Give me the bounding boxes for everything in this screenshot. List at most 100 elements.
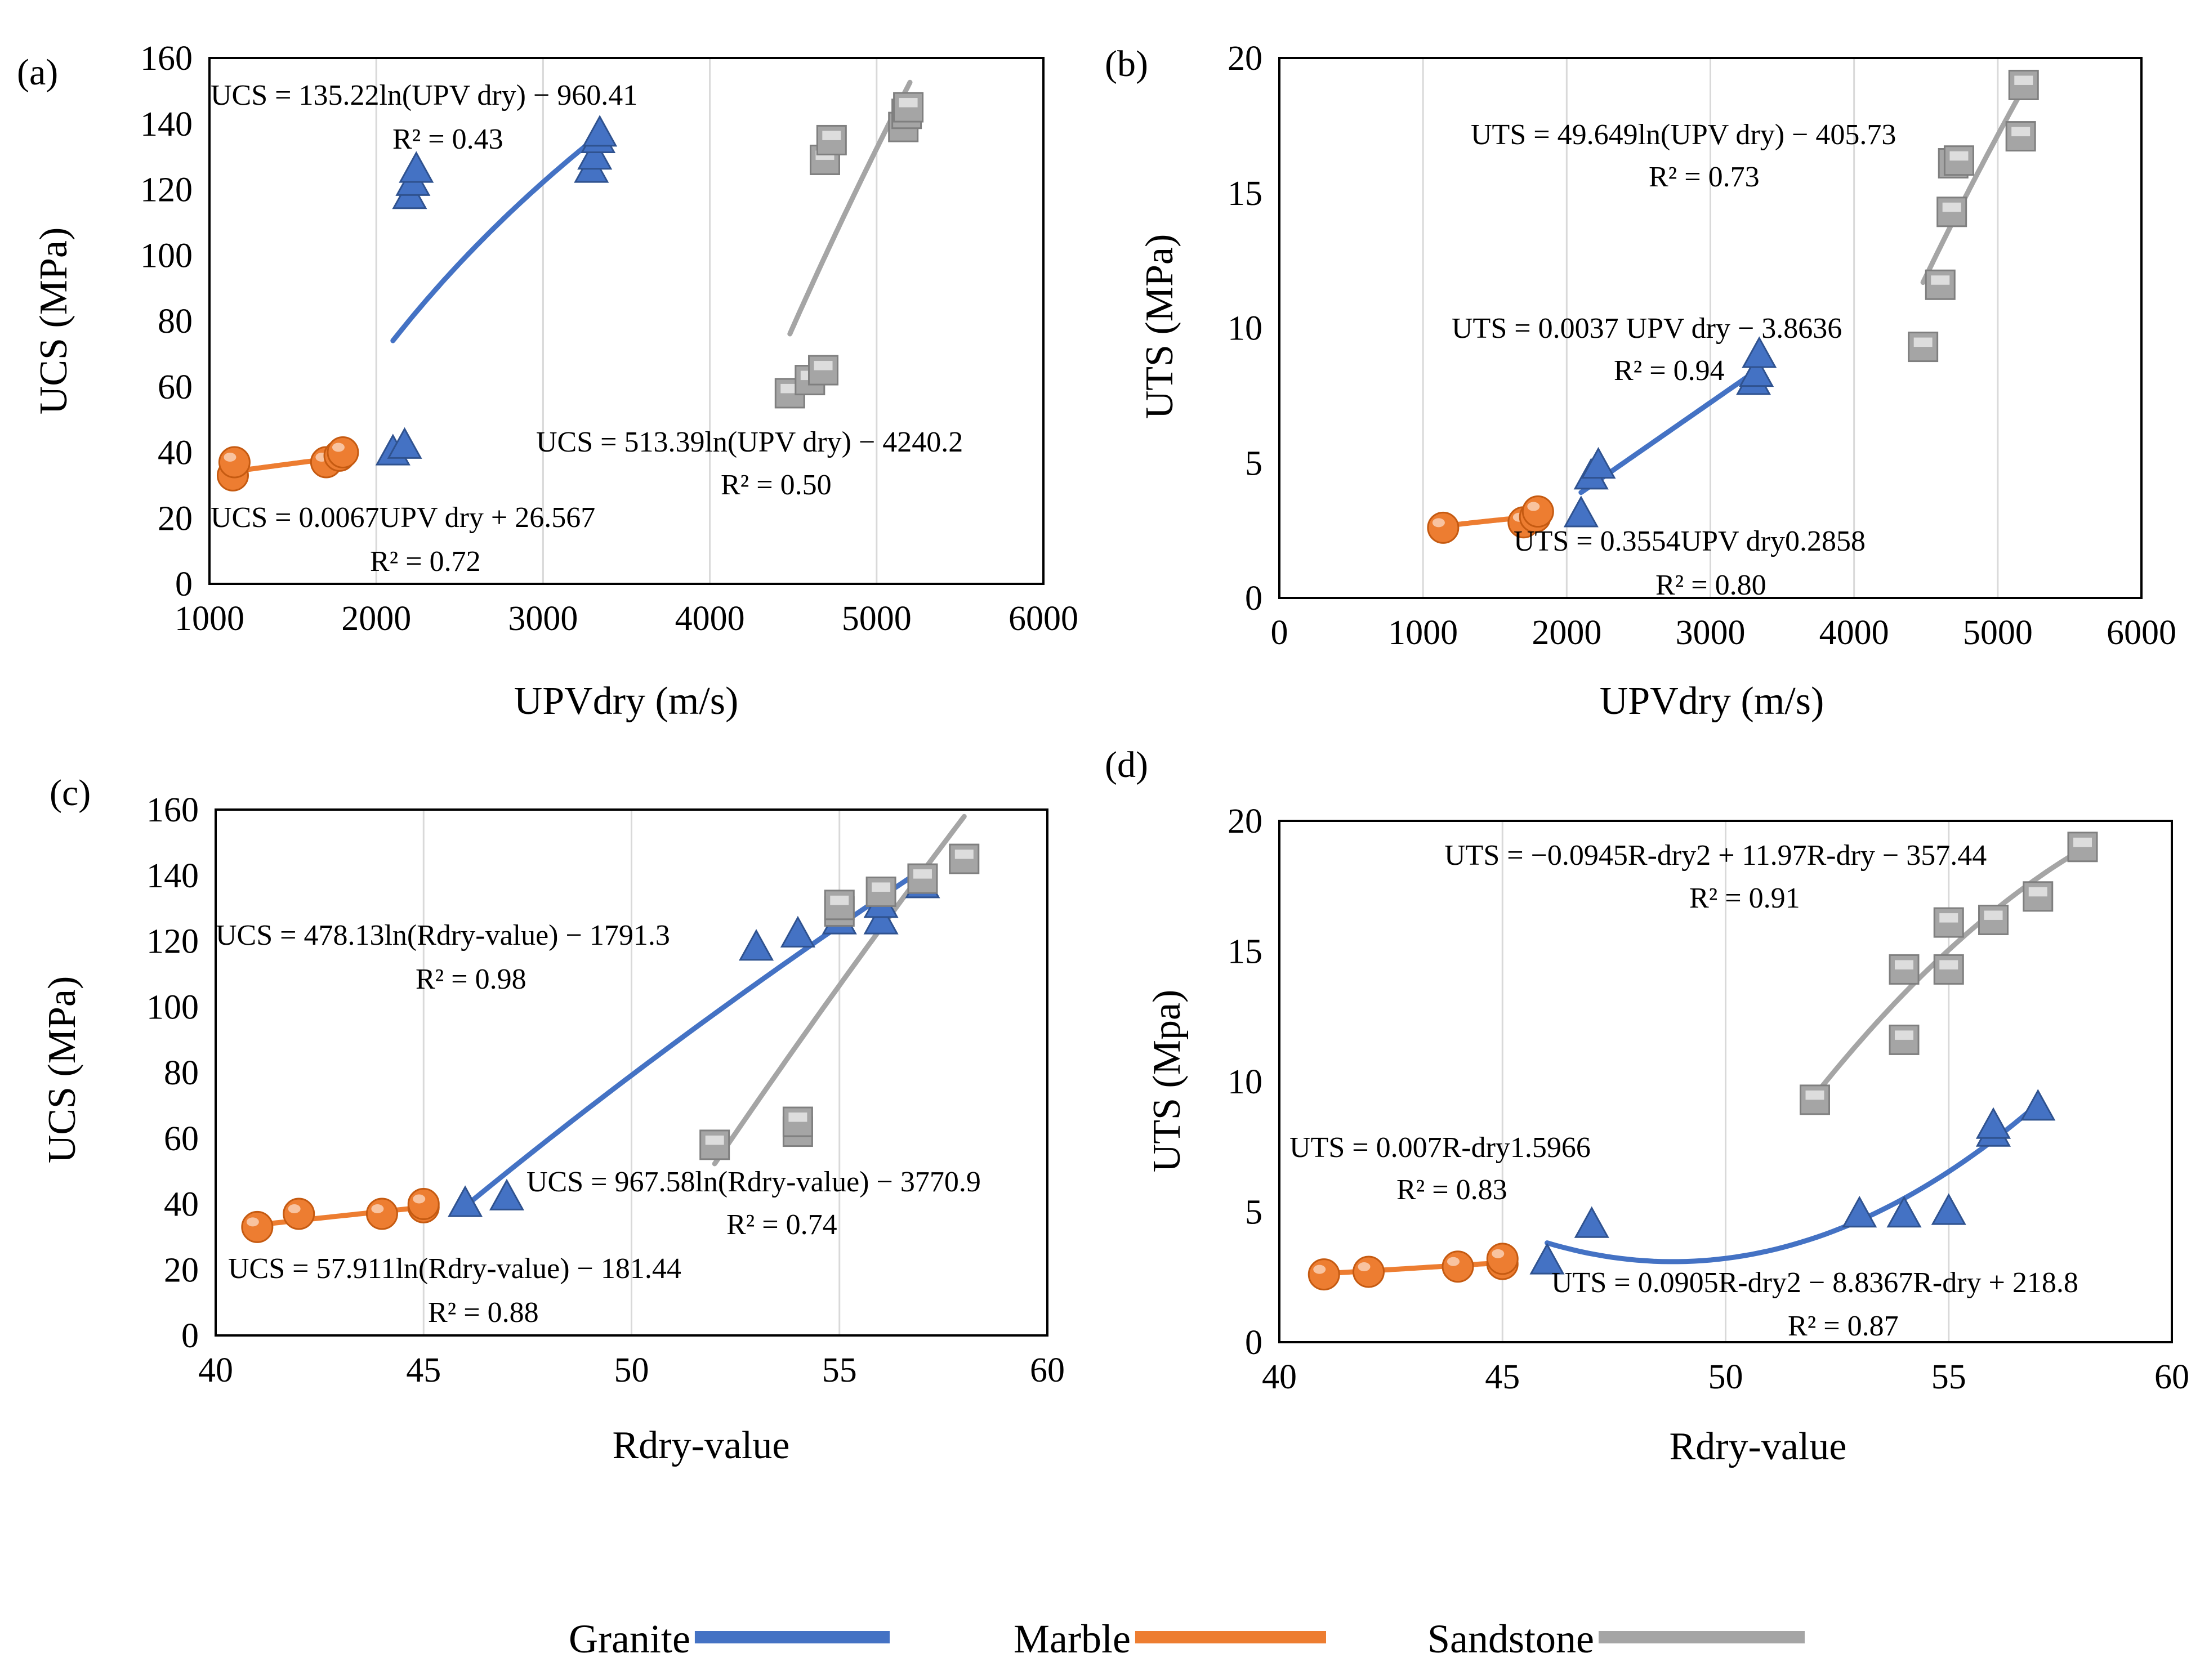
r-squared-label: R² = 0.88 — [428, 1297, 539, 1329]
x-tick-label: 55 — [822, 1351, 857, 1389]
equation-label: UCS = 0.0067UPV dry + 26.567 — [211, 502, 595, 534]
sandstone-point-body — [1800, 1084, 1830, 1115]
y-tick-label: 40 — [158, 434, 193, 472]
granite-point — [489, 1178, 524, 1210]
sandstone-point — [808, 355, 839, 386]
sandstone-point — [1925, 269, 1956, 300]
granite-point — [1842, 1196, 1877, 1228]
marble-point-highlight — [1527, 502, 1540, 511]
sandstone-point — [2023, 881, 2054, 912]
sandstone-point-body — [824, 890, 855, 921]
series-marble — [1427, 495, 1554, 544]
y-tick-label: 60 — [158, 368, 193, 406]
y-tick-label: 20 — [164, 1251, 199, 1289]
marble-point-highlight — [413, 1194, 426, 1204]
trendline-granite — [390, 132, 603, 343]
marble-point-highlight — [288, 1204, 301, 1214]
marble-point-highlight — [246, 1217, 259, 1227]
x-tick-label: 5000 — [842, 600, 912, 638]
equation-label: UTS = 0.0037 UPV dry − 3.8636 — [1452, 312, 1842, 345]
x-tick-label: 1000 — [1388, 614, 1458, 652]
granite-point — [1742, 336, 1777, 368]
sandstone-point — [1933, 954, 1964, 985]
r-squared-label: R² = 0.98 — [416, 963, 526, 995]
trendline-sandstone — [1920, 80, 2029, 285]
marble-point — [1442, 1250, 1474, 1283]
sandstone-point-highlight — [913, 869, 932, 879]
sandstone-point-highlight — [1895, 960, 1913, 969]
marble-point-body — [1353, 1255, 1385, 1288]
y-tick-label: 15 — [1228, 175, 1262, 213]
sandstone-point-highlight — [954, 850, 974, 859]
granite-point — [863, 902, 899, 935]
y-tick-label: 0 — [1245, 1324, 1262, 1362]
marble-point-body — [283, 1198, 315, 1230]
x-tick-label: 2000 — [341, 600, 411, 638]
marble-point — [1427, 511, 1460, 544]
sandstone-point-highlight — [1931, 275, 1950, 285]
y-tick-label: 60 — [164, 1120, 199, 1158]
granite-point — [399, 151, 434, 183]
x-tick-label: 60 — [2154, 1358, 2189, 1396]
y-tick-label: 10 — [1228, 310, 1262, 348]
r-squared-label: R² = 0.50 — [721, 469, 832, 501]
panel-letter: (d) — [1105, 744, 1148, 785]
marble-point-highlight — [1447, 1257, 1460, 1266]
sandstone-point-highlight — [788, 1112, 807, 1122]
sandstone-point — [1943, 145, 1974, 176]
r-squared-label: R² = 0.73 — [1649, 161, 1760, 193]
r-squared-label: R² = 0.91 — [1689, 882, 1800, 914]
r-squared-label: R² = 0.72 — [370, 546, 481, 578]
trendline-sandstone — [1812, 846, 2085, 1098]
series-sandstone — [699, 843, 980, 1160]
granite-point — [387, 427, 422, 459]
x-tick-label: 0 — [1271, 614, 1288, 652]
marble-point — [283, 1198, 315, 1230]
marble-point-body — [365, 1198, 398, 1230]
sandstone-point-highlight — [2073, 837, 2092, 847]
sandstone-point-highlight — [872, 882, 891, 892]
x-axis-label: Rdry-value — [613, 1424, 790, 1467]
sandstone-point — [816, 124, 847, 155]
sandstone-point-highlight — [1913, 337, 1933, 347]
y-tick-label: 20 — [1228, 802, 1262, 841]
granite-point — [577, 138, 613, 170]
sandstone-point — [1933, 907, 1964, 938]
marble-point-highlight — [1313, 1265, 1326, 1274]
y-tick-label: 120 — [140, 171, 193, 209]
series-granite — [1563, 336, 1777, 528]
series-sandstone — [1908, 69, 2039, 363]
x-tick-label: 40 — [198, 1351, 233, 1389]
granite-point — [448, 1185, 483, 1217]
y-axis-label: UTS (Mpa) — [1145, 990, 1189, 1173]
marble-point — [1521, 495, 1554, 528]
x-tick-label: 50 — [614, 1351, 649, 1389]
marble-point — [1486, 1243, 1519, 1275]
legend-item-granite: Granite — [569, 1616, 890, 1661]
sandstone-point-highlight — [1939, 960, 1958, 969]
x-tick-label: 45 — [406, 1351, 441, 1389]
marble-point — [365, 1198, 398, 1230]
marble-point-body — [1521, 495, 1554, 528]
sandstone-point-highlight — [2011, 127, 2031, 137]
sandstone-point — [782, 1106, 813, 1137]
x-tick-label: 6000 — [1008, 600, 1078, 638]
equation-label: UCS = 513.39ln(UPV dry) − 4240.2 — [536, 426, 963, 458]
r-squared-label: R² = 0.43 — [392, 123, 503, 155]
sandstone-point-highlight — [1942, 202, 1961, 212]
panel-letter: (a) — [17, 52, 58, 93]
series-sandstone — [1800, 832, 2098, 1115]
sandstone-point — [2008, 69, 2039, 100]
sandstone-point-highlight — [899, 98, 918, 108]
granite-point — [1739, 355, 1774, 387]
equation-label: UCS = 478.13ln(Rdry-value) − 1791.3 — [216, 919, 670, 951]
y-tick-label: 15 — [1228, 933, 1262, 971]
sandstone-point-highlight — [2014, 75, 2033, 85]
equation-label: UCS = 135.22ln(UPV dry) − 960.41 — [211, 79, 637, 111]
y-tick-label: 80 — [158, 302, 193, 341]
sandstone-point-highlight — [2028, 887, 2047, 897]
sandstone-point — [893, 92, 924, 123]
marble-point — [241, 1210, 274, 1243]
r-squared-label: R² = 0.87 — [1788, 1310, 1899, 1342]
y-tick-label: 10 — [1228, 1063, 1262, 1101]
